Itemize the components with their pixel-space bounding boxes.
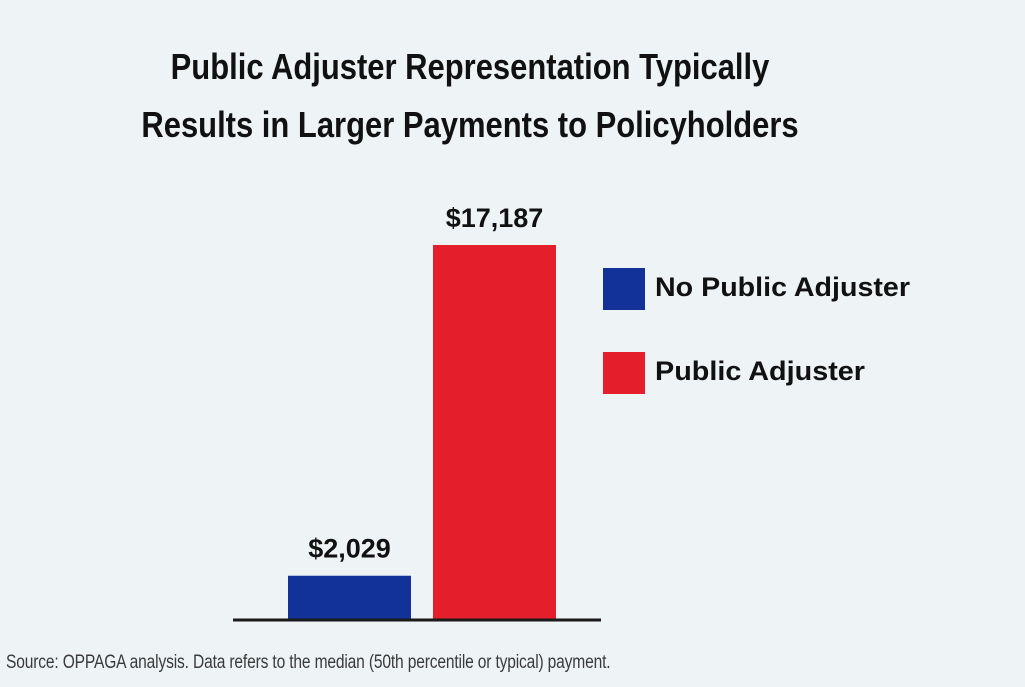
value-label-no-public-adjuster: $2,029 bbox=[308, 534, 391, 564]
legend-label-no-public-adjuster: No Public Adjuster bbox=[655, 272, 911, 302]
bars-group bbox=[288, 245, 556, 620]
legend-label-public-adjuster: Public Adjuster bbox=[655, 356, 866, 386]
legend-swatch-no-public-adjuster bbox=[603, 268, 645, 310]
bar-no-public-adjuster bbox=[288, 575, 411, 620]
chart-title-line-2: Results in Larger Payments to Policyhold… bbox=[141, 104, 799, 145]
chart-title-line-1: Public Adjuster Representation Typically bbox=[170, 46, 770, 87]
legend: No Public Adjuster Public Adjuster bbox=[603, 268, 911, 394]
value-label-public-adjuster: $17,187 bbox=[446, 203, 544, 233]
chart-title: Public Adjuster Representation Typically… bbox=[66, 38, 874, 154]
legend-swatch-public-adjuster bbox=[603, 352, 645, 394]
source-note: Source: OPPAGA analysis. Data refers to … bbox=[6, 652, 611, 673]
bar-public-adjuster bbox=[433, 245, 556, 620]
value-labels-group: $2,029 $17,187 bbox=[308, 203, 543, 564]
